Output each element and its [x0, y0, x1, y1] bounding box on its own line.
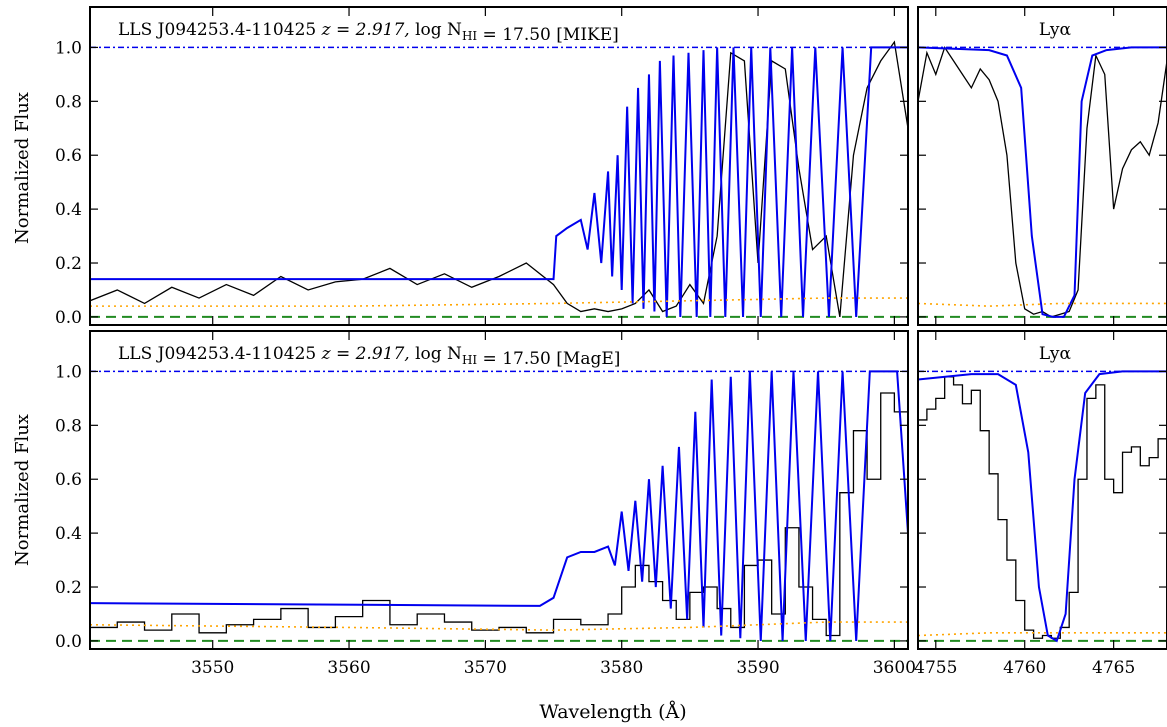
annotation-part: = 17.50: [477, 25, 556, 45]
panel-bottom-right: 4755 4760 4765 Lyα: [914, 330, 1167, 678]
annotation-part: z = 2.917,: [321, 344, 415, 364]
y-tick-label: 0.4: [55, 524, 82, 544]
flux-series: [90, 392, 908, 637]
panel-frame: [917, 6, 1167, 326]
x-tick-label: 3580: [600, 658, 643, 678]
x-tick-label: 3550: [191, 658, 234, 678]
plot-area: [90, 40, 908, 318]
plot-area: [918, 370, 1167, 643]
panel-annotation: LLS J094253.4-110425 z = 2.917, log NHI …: [118, 344, 620, 369]
x-tick-label: 4765: [1092, 658, 1135, 678]
y-axis-label-bottom: Normalized Flux: [12, 414, 33, 566]
panel-top-left: 0.0 0.2 0.4 0.6 0.8 1.0 LLS J094253.4-110425 z…: [55, 6, 909, 328]
model-series: [918, 370, 1167, 643]
error-series: [90, 621, 908, 631]
y-tick-label: 0.6: [55, 146, 82, 166]
x-tick-label: 3590: [736, 658, 779, 678]
y-tick-label: 0.0: [55, 632, 82, 652]
x-tick-label: 3570: [464, 658, 507, 678]
flux-series: [918, 45, 1167, 318]
panel-frame: [917, 330, 1167, 650]
y-axis-label-top: Normalized Flux: [12, 92, 33, 244]
y-tick-label: 0.0: [55, 308, 82, 328]
y-tick-label: 0.2: [55, 254, 82, 274]
model-series: [90, 46, 908, 317]
y-tick-label: 1.0: [55, 38, 82, 58]
panel-frame: [89, 6, 909, 326]
annotation-part: = 17.50: [477, 349, 556, 369]
line-label: Lyα: [1039, 344, 1072, 364]
panel-frame: [89, 330, 909, 650]
error-series: [918, 302, 1167, 307]
x-tick-label: 3600: [873, 658, 916, 678]
annotation-part: [MagE]: [556, 349, 620, 369]
y-tick-label: 0.8: [55, 416, 82, 436]
annotation-part: log N: [415, 20, 462, 40]
x-tick-label: 4760: [1003, 658, 1046, 678]
x-tick-label: 3560: [327, 658, 370, 678]
annotation-part: HI: [462, 353, 477, 367]
panel-annotation: LLS J094253.4-110425 z = 2.917, log NHI …: [118, 20, 619, 45]
x-tick-label: 4755: [914, 658, 957, 678]
y-tick-label: 0.8: [55, 92, 82, 112]
annotation-part: z = 2.917,: [321, 20, 415, 40]
model-series: [90, 370, 908, 641]
error-series: [90, 297, 908, 307]
y-tick-label: 0.6: [55, 470, 82, 490]
line-label: Lyα: [1039, 20, 1072, 40]
x-axis-label: Wavelength (Å): [539, 701, 686, 723]
panel-top-right: Lyα: [917, 6, 1167, 326]
annotation-part: log N: [415, 344, 462, 364]
y-tick-label: 0.4: [55, 200, 82, 220]
panel-bottom-left: 3550 3560 3570 3580 3590 3600 0.0 0.2 0.4 0.6 0.8 1…: [55, 330, 916, 678]
annotation-part: LLS J094253.4-110425: [118, 344, 322, 364]
plot-area: [90, 370, 908, 642]
annotation-part: HI: [462, 29, 477, 43]
flux-series: [90, 40, 908, 318]
flux-series: [918, 376, 1167, 639]
y-tick-label: 1.0: [55, 362, 82, 382]
model-series: [918, 46, 1167, 318]
plot-area: [918, 45, 1167, 318]
y-tick-label: 0.2: [55, 578, 82, 598]
annotation-part: [MIKE]: [556, 25, 619, 45]
annotation-part: LLS J094253.4-110425: [118, 20, 322, 40]
